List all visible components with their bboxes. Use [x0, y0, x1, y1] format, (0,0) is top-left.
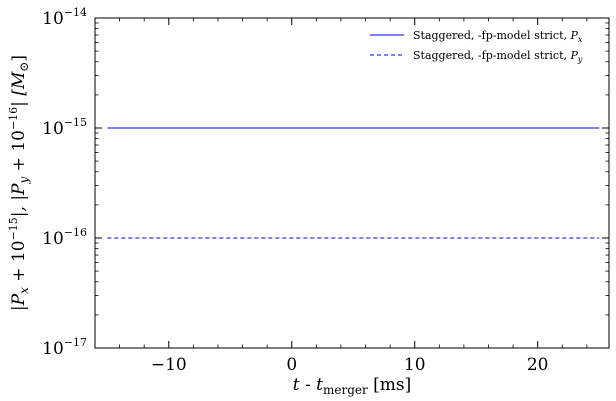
legend: Staggered, -fp-model strict, Px Staggere… — [370, 29, 583, 64]
x-tick-label: 10 — [404, 355, 426, 375]
x-tick-label: −10 — [151, 355, 187, 375]
x-axis-label: t - tmerger [ms] — [293, 375, 412, 397]
x-tick-label: 20 — [527, 355, 549, 375]
legend-label-py: Staggered, -fp-model strict, Py — [413, 49, 583, 64]
y-tick-label: 10−14 — [42, 6, 87, 29]
y-tick-label: 10−17 — [42, 336, 87, 359]
y-axis-label: |Px + 10−15|, |Py + 10−16| [M⊙] — [7, 55, 31, 311]
y-tick-label: 10−15 — [42, 116, 87, 139]
x-tick-label: 0 — [286, 355, 297, 375]
plot-frame — [94, 17, 610, 349]
legend-label-px: Staggered, -fp-model strict, Px — [413, 29, 583, 44]
y-tick-label: 10−16 — [42, 226, 87, 249]
